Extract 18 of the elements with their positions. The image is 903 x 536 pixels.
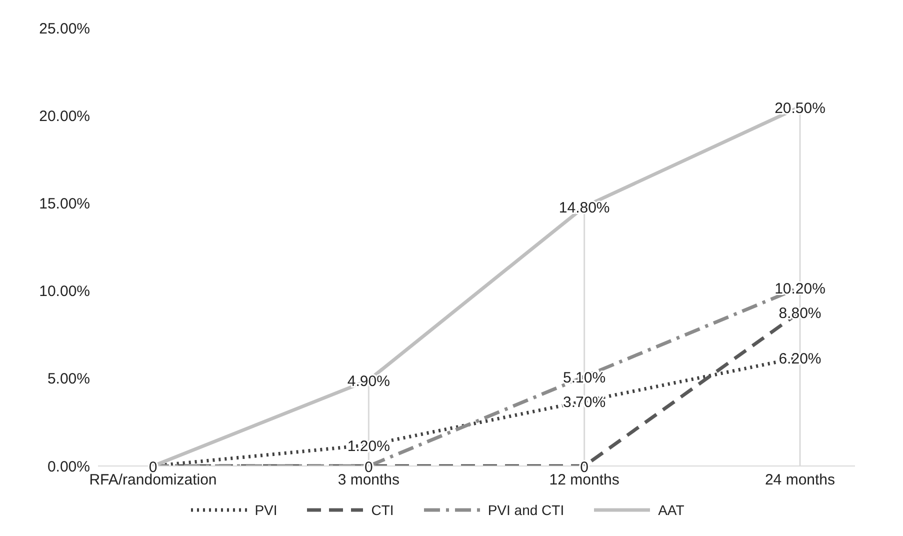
y-tick-label: 15.00% bbox=[39, 196, 90, 213]
x-tick-label: 24 months bbox=[764, 472, 836, 489]
legend-label: PVI bbox=[254, 502, 278, 518]
data-label: 8.80% bbox=[778, 304, 822, 322]
y-tick-label: 5.00% bbox=[47, 370, 90, 388]
y-tick-label: 10.00% bbox=[39, 283, 90, 300]
legend-label: PVI and CTI bbox=[488, 502, 564, 518]
y-tick-label: 0.00% bbox=[47, 458, 90, 476]
legend-label: CTI bbox=[371, 502, 394, 518]
data-label: 4.90% bbox=[347, 373, 390, 390]
data-label: 1.20% bbox=[347, 438, 390, 455]
data-label: 14.80% bbox=[558, 200, 610, 217]
data-label: 20.50% bbox=[774, 100, 826, 117]
legend-label: AAT bbox=[658, 502, 684, 518]
data-label: 10.20% bbox=[774, 280, 826, 298]
y-tick-label: 20.00% bbox=[39, 108, 90, 125]
y-tick-label: 25.00% bbox=[39, 20, 90, 38]
data-label: 5.10% bbox=[563, 370, 606, 387]
